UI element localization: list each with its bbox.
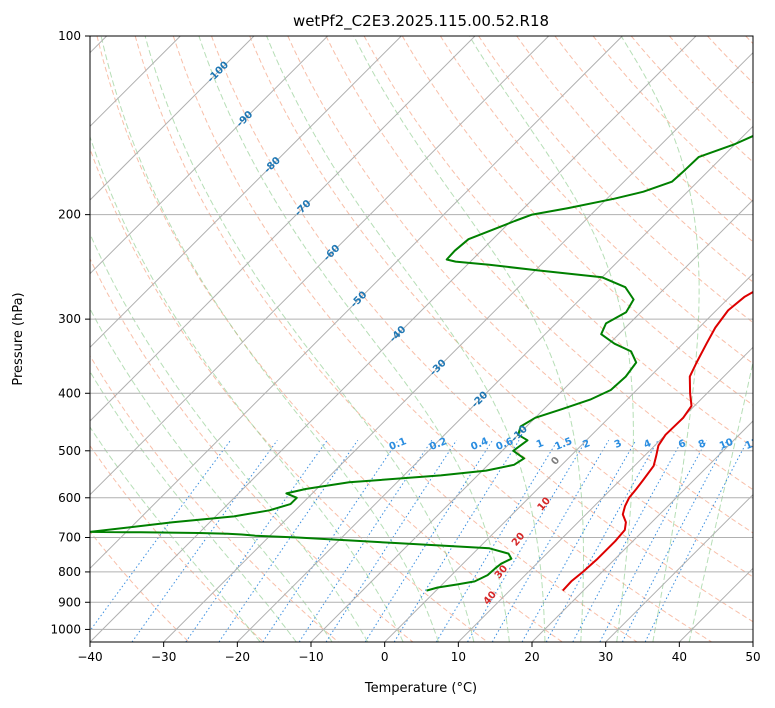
sounding-profiles: [90, 134, 753, 592]
isotherm-line: [163, 51, 753, 642]
mixing-ratio-label: 4: [642, 438, 653, 451]
isotherm-line: [384, 272, 753, 642]
mixing-ratio-line: [185, 440, 328, 642]
mixing-ratio-label: 13: [744, 437, 761, 452]
mixing-ratio-line: [545, 440, 659, 642]
moist-adiabat-line: [90, 135, 404, 642]
y-tick-label: 800: [58, 565, 81, 579]
isotherm-line: [310, 199, 753, 642]
x-tick-label: −10: [298, 650, 323, 664]
x-tick-label: 0: [381, 650, 389, 664]
mixing-ratio-line: [521, 440, 637, 642]
moist-adiabat-line: [90, 232, 369, 642]
y-tick-label: 900: [58, 595, 81, 609]
dry-adiabat-line: [211, 36, 753, 623]
isotherm-line: [457, 346, 753, 642]
y-tick-label: 100: [58, 29, 81, 43]
y-tick-label: 700: [58, 531, 81, 545]
dry-adiabat-line: [516, 36, 753, 283]
dry-adiabat-line: [287, 36, 753, 534]
mixing-ratio-label: 10: [718, 437, 735, 452]
mixing-ratio-line: [491, 440, 610, 642]
moist-adiabat-line: [266, 36, 546, 642]
y-axis-title: Pressure (hPa): [11, 292, 26, 385]
dry-adiabat-line: [90, 530, 190, 642]
isotherm-line: [90, 36, 329, 275]
y-axis: 100 200 300 400 500 600 700 800 900 1000: [50, 29, 90, 636]
dry-adiabat-line: [249, 36, 753, 578]
isotherm-line: [531, 420, 753, 642]
isotherm-line: [90, 36, 697, 642]
x-tick-label: 40: [672, 650, 687, 664]
moist-adiabat-line: [100, 36, 439, 642]
mixing-ratio-label: 3: [613, 438, 624, 451]
moist-adiabat-line: [620, 36, 700, 642]
dry-adiabat-line: [134, 36, 638, 642]
plot-frame: [89, 35, 754, 643]
dry-adiabat-line: [172, 36, 712, 642]
isotherm-line: [236, 125, 753, 642]
mixing-ratio-line: [325, 440, 457, 642]
x-tick-label: 10: [451, 650, 466, 664]
isotherm-line: [90, 36, 550, 496]
mixing-ratio-line: [298, 440, 433, 642]
mixing-ratio-line: [262, 440, 399, 642]
isotherm-line: [90, 36, 623, 570]
plot-area: [90, 36, 753, 642]
y-tick-label: 500: [58, 444, 81, 458]
y-tick-label: 1000: [50, 622, 81, 636]
dry-adiabat-line: [439, 36, 753, 365]
dry-adiabat-line: [90, 354, 339, 642]
moist-adiabat-line: [90, 426, 261, 642]
x-tick-label: 50: [745, 650, 760, 664]
mixing-ratio-label: 6: [677, 438, 688, 451]
x-tick-label: −20: [225, 650, 250, 664]
mixing-ratio-label: 1: [535, 438, 546, 451]
dewpoint-profile-line: [90, 134, 753, 592]
mixing-ratio-label: 2: [581, 438, 592, 451]
x-tick-label: 30: [598, 650, 613, 664]
moist-adiabat-line: [353, 36, 584, 642]
mixing-ratio-line: [131, 440, 278, 642]
x-tick-label: 20: [524, 650, 539, 664]
dry-adiabat-line: [325, 36, 753, 491]
moist-adiabat-line: [90, 370, 297, 642]
mixing-ratio-line: [90, 439, 231, 632]
mixing-ratio-line: [364, 440, 493, 642]
dry-adiabat-line: [401, 36, 753, 406]
x-tick-label: −30: [151, 650, 176, 664]
dry-adiabat-line: [96, 36, 563, 642]
background-reference-lines: [90, 36, 753, 642]
x-tick-label: −40: [77, 650, 102, 664]
y-tick-label: 200: [58, 208, 81, 222]
dry-adiabat-line: [90, 444, 264, 642]
dry-adiabat-line: [90, 147, 488, 642]
isotherm-line: [90, 36, 476, 422]
isotherm-line: [90, 36, 255, 201]
mixing-ratio-line: [572, 440, 683, 642]
chart-title: wetPf2_C2E3.2025.115.00.52.R18: [293, 12, 549, 31]
mixing-ratio-line: [467, 440, 587, 642]
y-tick-label: 600: [58, 491, 81, 505]
y-tick-label: 400: [58, 386, 81, 400]
temperature-profile-line: [562, 290, 753, 592]
moist-adiabat-line: [144, 36, 475, 642]
isotherm-line: [605, 493, 753, 642]
y-tick-label: 300: [58, 312, 81, 326]
dry-adiabat-line: [478, 36, 753, 324]
mixing-ratio-label: 8: [697, 438, 708, 451]
x-axis-title: Temperature (°C): [364, 681, 477, 696]
x-axis: −40 −30 −20 −10 0 10 20 30 40 50: [77, 642, 761, 664]
dry-adiabat-line: [90, 257, 414, 642]
mixing-ratio-line: [435, 440, 559, 642]
isotherm-line: [90, 36, 402, 349]
